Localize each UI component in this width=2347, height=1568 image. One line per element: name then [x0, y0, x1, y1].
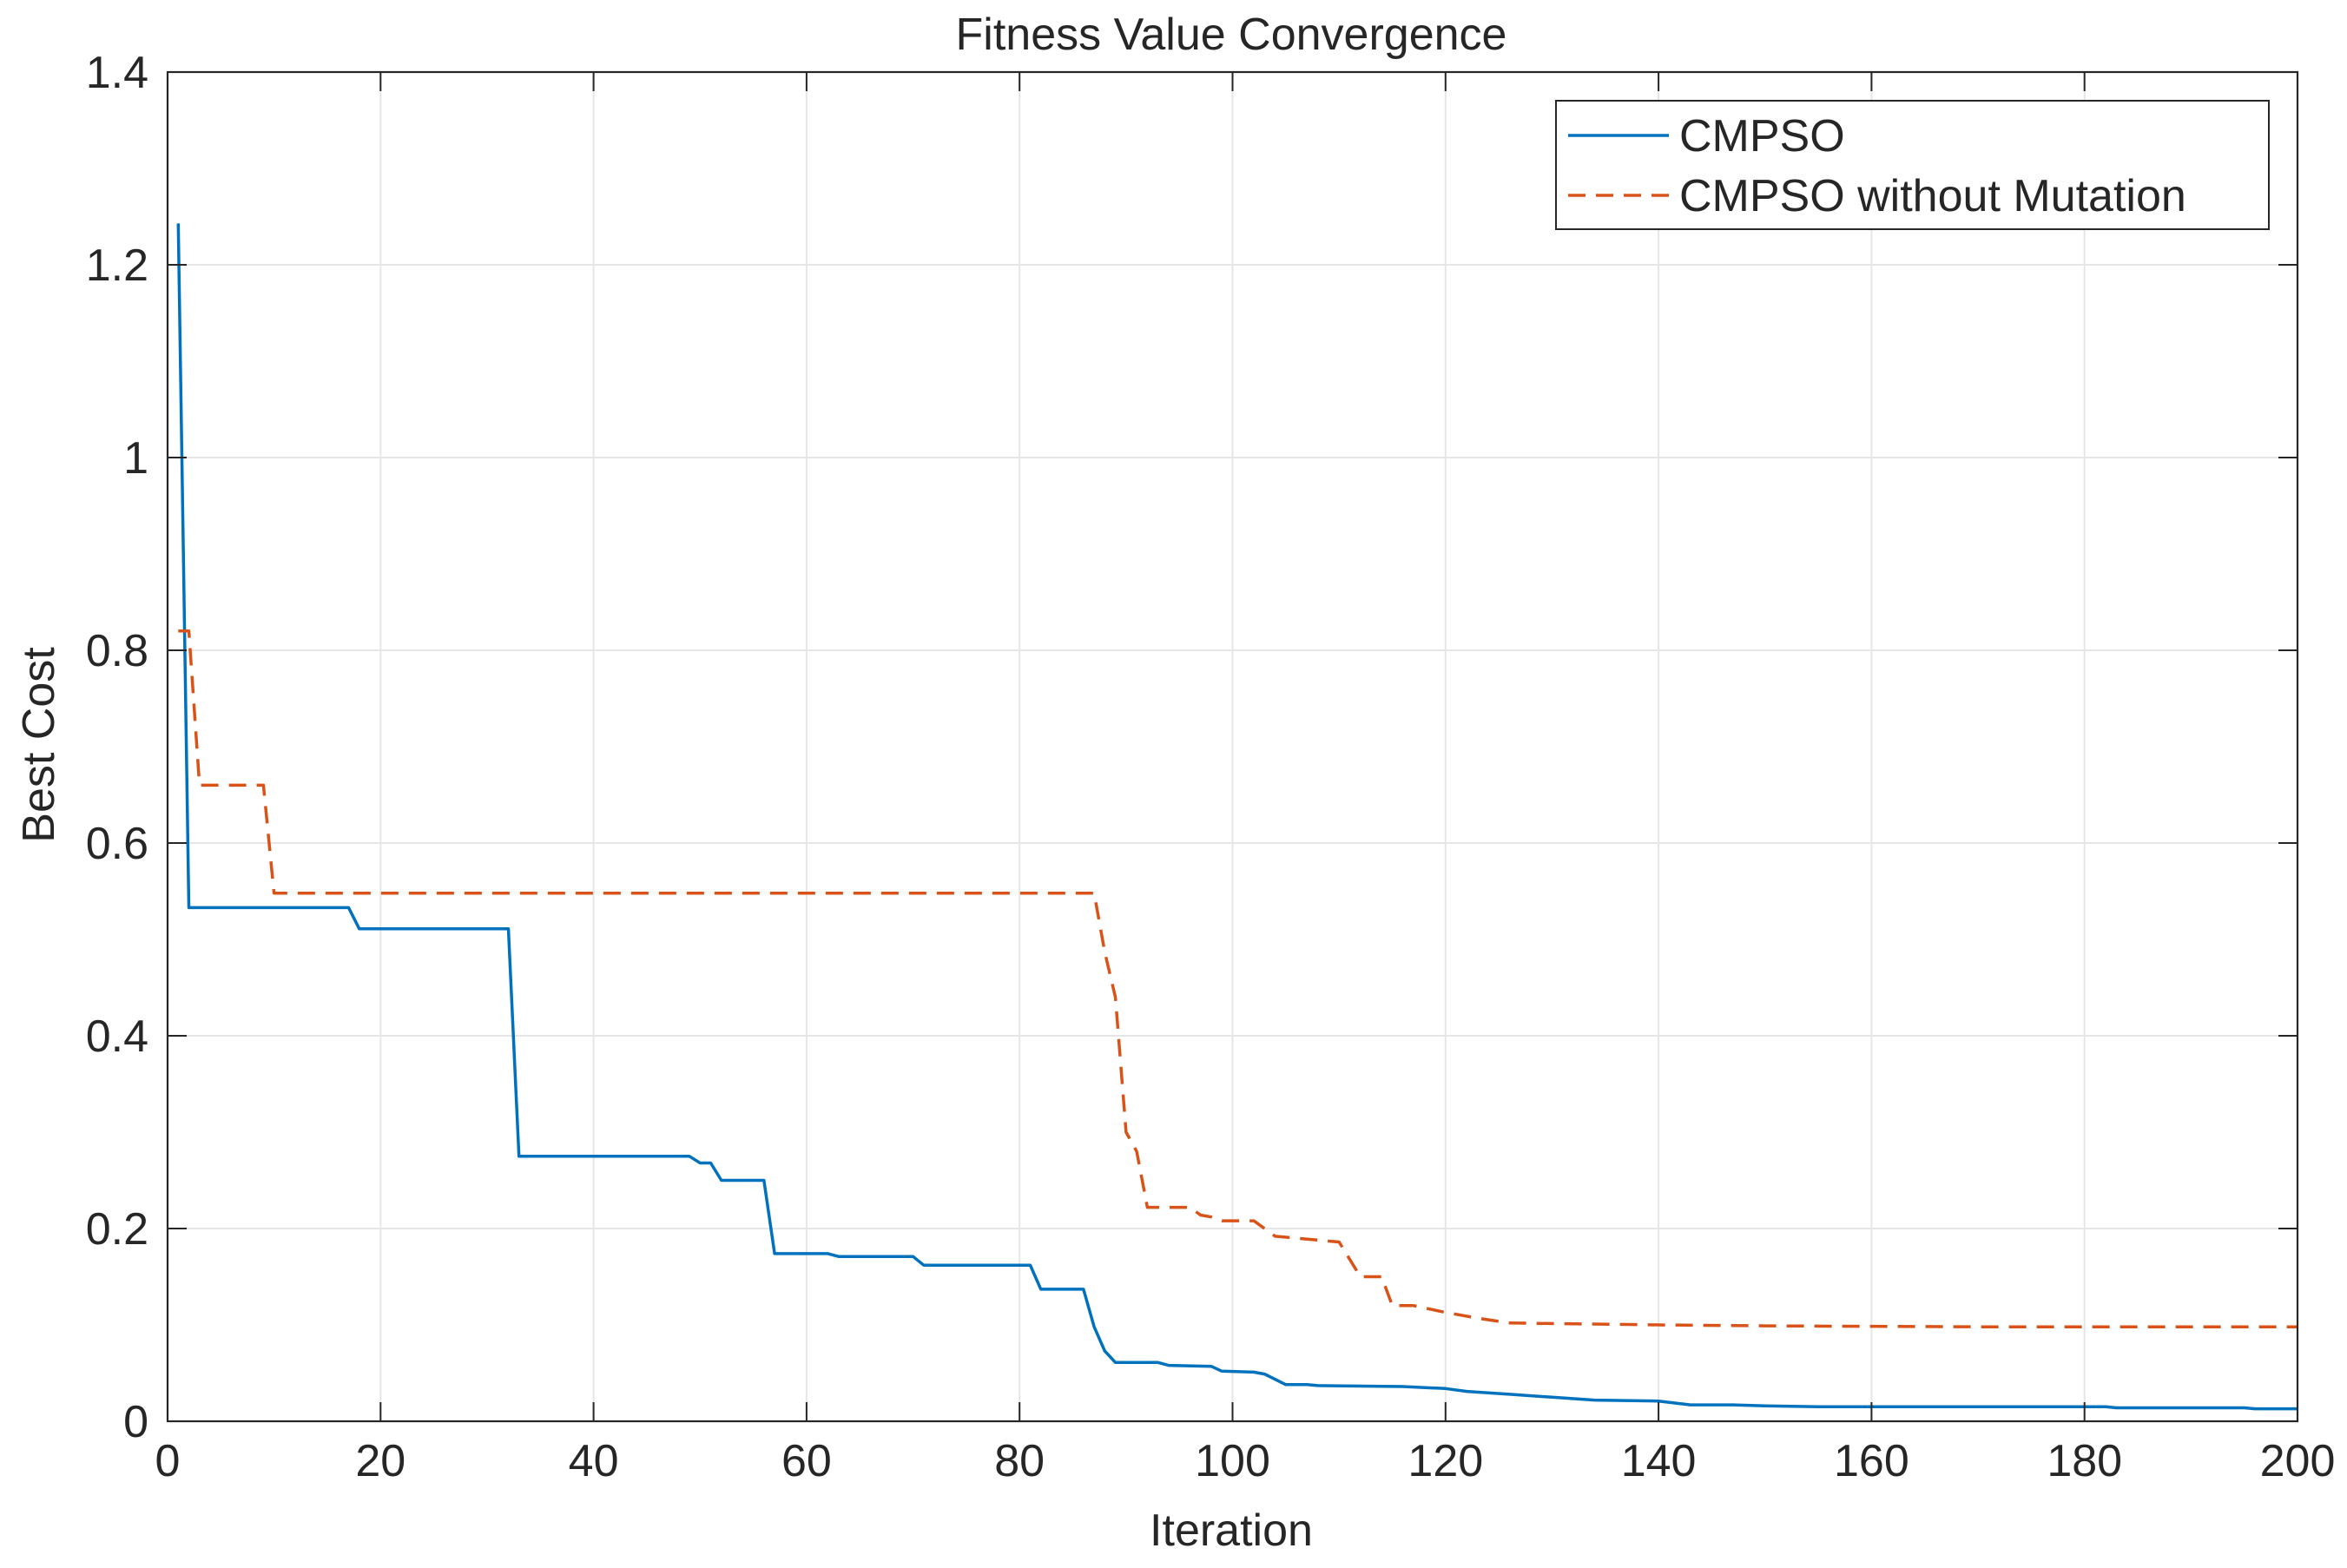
series-line-cmpso — [176, 223, 2298, 1411]
series-lines — [176, 223, 2298, 1411]
legend-box — [1555, 100, 2270, 230]
x-axis-label: Iteration — [1150, 1505, 1313, 1556]
y-tick-label: 1 — [123, 433, 148, 484]
x-tick-label: 0 — [155, 1436, 181, 1486]
y-tick-label: 0.4 — [86, 1011, 148, 1062]
x-tick-label: 20 — [355, 1436, 405, 1486]
x-tick-label: 60 — [781, 1436, 832, 1486]
y-tick-label: 0 — [123, 1397, 148, 1447]
x-tick-label: 100 — [1195, 1436, 1270, 1486]
y-tick-label: 0.2 — [86, 1204, 148, 1255]
legend-label-cmpso: CMPSO — [1679, 111, 1845, 161]
y-axis-label: Best Cost — [14, 647, 64, 843]
legend: CMPSO CMPSO without Mutation — [1555, 100, 2270, 230]
series-line-cmpso-without-mutation — [178, 629, 2298, 1328]
x-tick-label: 140 — [1621, 1436, 1697, 1486]
axis-ticks: 0 20 40 60 80 100 120 140 160 180 200 0 0.2 0.4 0.6 0.8… — [86, 48, 2336, 1486]
y-tick-label: 0.8 — [86, 626, 148, 676]
chart-title: Fitness Value Convergence — [956, 10, 1507, 60]
x-tick-label: 180 — [2047, 1436, 2122, 1486]
y-tick-label: 1.2 — [86, 240, 148, 291]
legend-label-cmpso-without-mutation: CMPSO without Mutation — [1679, 171, 2186, 221]
y-tick-label: 1.4 — [86, 48, 148, 98]
x-tick-label: 80 — [994, 1436, 1045, 1486]
x-tick-label: 160 — [1834, 1436, 1909, 1486]
x-tick-label: 120 — [1408, 1436, 1483, 1486]
x-tick-label: 200 — [2260, 1436, 2336, 1486]
x-tick-label: 40 — [569, 1436, 619, 1486]
y-tick-label: 0.6 — [86, 819, 148, 869]
